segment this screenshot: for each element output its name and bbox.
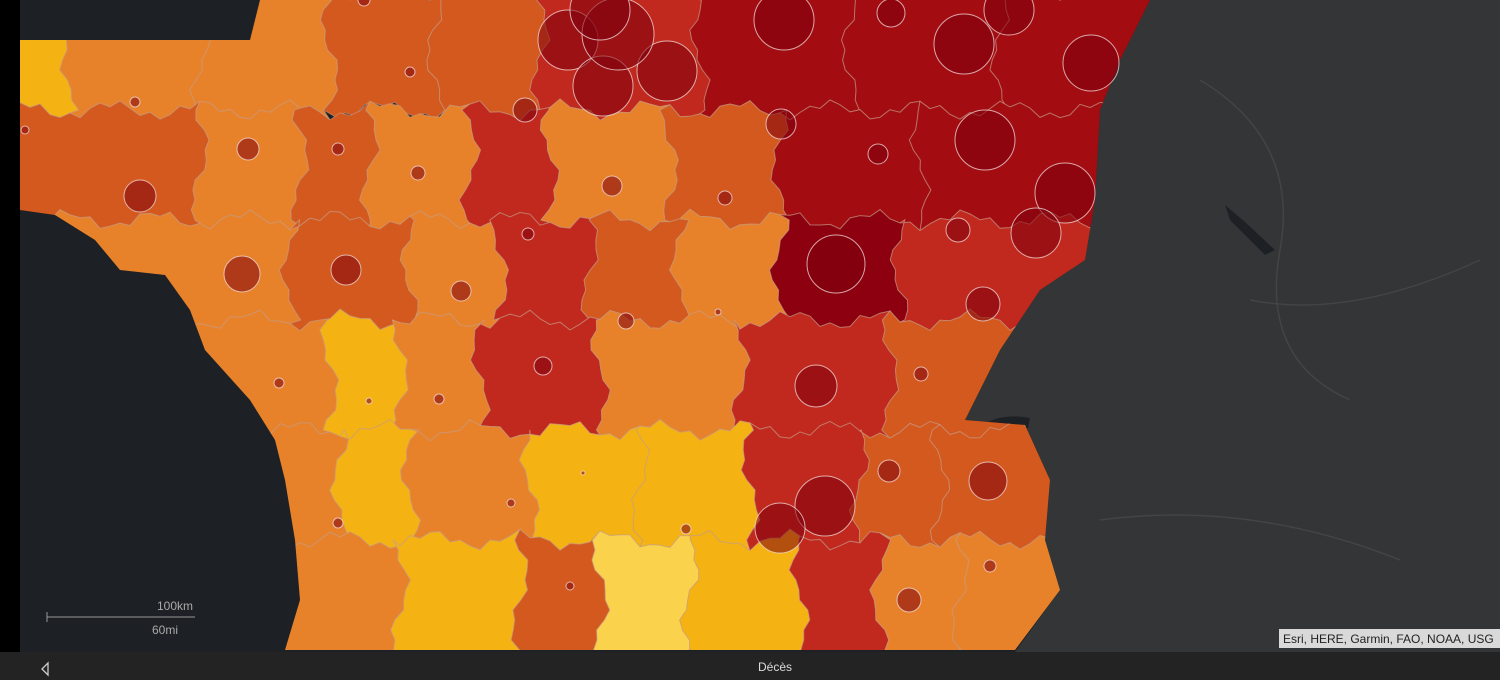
bubble [954, 109, 1016, 171]
bubble [876, 0, 906, 28]
bubble [794, 475, 856, 537]
land-borders [1099, 79, 1481, 561]
neighbouring-land [965, 0, 1500, 652]
bottom-bar [0, 652, 1500, 680]
department [788, 531, 892, 650]
department [518, 421, 651, 551]
department [588, 530, 700, 650]
bubble [965, 286, 1001, 322]
bottom-bar-title: Décès [758, 660, 792, 674]
bubble [20, 125, 30, 135]
scale-imperial: 60mi [152, 623, 178, 637]
bubble [1062, 34, 1120, 92]
bubble [404, 66, 416, 78]
bubble [357, 0, 371, 7]
bubble [506, 498, 516, 508]
bubble [754, 502, 806, 554]
bubble [714, 308, 722, 316]
bubble [933, 13, 995, 75]
lake [1225, 205, 1275, 255]
bubble [236, 137, 260, 161]
bubbles [20, 0, 1120, 613]
bubble [331, 142, 345, 156]
bubble [794, 364, 838, 408]
department [20, 100, 210, 232]
bubble [680, 523, 692, 535]
bubble [580, 470, 586, 476]
bubble [365, 397, 373, 405]
department [390, 527, 529, 650]
bubble [123, 179, 157, 213]
bubble [1010, 207, 1062, 259]
department [319, 0, 446, 120]
bubble [410, 165, 426, 181]
bubble [945, 217, 971, 243]
scale-metric: 100km [157, 599, 193, 613]
scale-bar: 100km 60mi [46, 599, 195, 637]
collapse-button[interactable] [41, 661, 49, 677]
bubble [877, 459, 901, 483]
department [359, 100, 482, 230]
bubble [1034, 162, 1096, 224]
bubble [983, 0, 1035, 36]
department [631, 418, 761, 552]
bubble [913, 366, 929, 382]
bubble [867, 143, 889, 165]
attribution-box [1279, 629, 1500, 648]
bubble [896, 587, 922, 613]
bubble [765, 108, 797, 140]
bubble [565, 581, 575, 591]
bubble [273, 377, 285, 389]
bubble [636, 40, 698, 102]
bubble [533, 356, 553, 376]
bubble [601, 175, 623, 197]
bubble [332, 517, 344, 529]
bubble [983, 559, 997, 573]
bubble [433, 393, 445, 405]
bubble [521, 227, 535, 241]
bubble [569, 0, 631, 41]
bubble [806, 234, 866, 294]
bubble [617, 312, 635, 330]
bubble [512, 97, 538, 123]
bubble [753, 0, 815, 51]
bubble [223, 255, 261, 293]
bubble [717, 190, 733, 206]
left-strip [0, 0, 20, 680]
bubble [330, 254, 362, 286]
bubble [968, 461, 1008, 501]
department [590, 310, 751, 441]
bubble [450, 280, 472, 302]
attribution: Esri, HERE, Garmin, FAO, NOAA, USG [1283, 632, 1494, 646]
bubble [129, 96, 141, 108]
